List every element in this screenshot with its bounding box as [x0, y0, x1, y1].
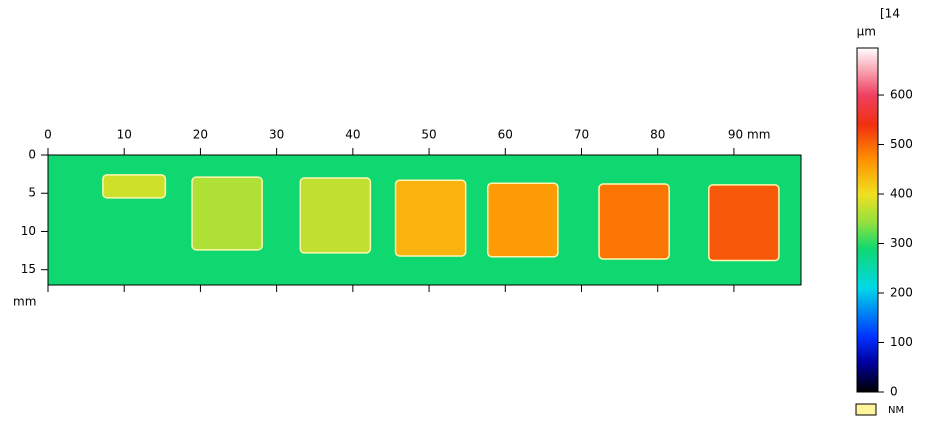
legend-swatch — [855, 403, 877, 416]
colorbar-tick-label: 300 — [890, 236, 913, 250]
y-tick-label: 5 — [28, 186, 36, 200]
y-tick-label: 0 — [28, 148, 36, 162]
x-tick-label: 40 — [345, 128, 360, 142]
legend-label: NM — [888, 405, 904, 416]
colorbar — [856, 47, 879, 393]
colorbar-tick-label: 200 — [890, 286, 913, 300]
colorbar-tick-label: 600 — [890, 88, 913, 102]
sample-region — [102, 174, 167, 199]
plot-frame — [47, 154, 802, 286]
y-tick-label: 15 — [21, 262, 36, 276]
x-tick-label: 50 — [421, 128, 436, 142]
x-tick-label: 20 — [193, 128, 208, 142]
y-unit-label: mm — [13, 295, 36, 309]
x-tick-label: 30 — [269, 128, 284, 142]
colorbar-tick-label: 400 — [890, 187, 913, 201]
sample-region — [299, 177, 372, 254]
y-tick-label: 10 — [21, 224, 36, 238]
colorbar-tick-label: 0 — [890, 385, 898, 399]
x-tick-label: 0 — [44, 128, 52, 142]
sample-region — [598, 183, 670, 260]
sample-region — [487, 182, 559, 258]
x-tick-label: 80 — [650, 128, 665, 142]
colorbar-tick-label: 100 — [890, 335, 913, 349]
sample-region — [394, 179, 467, 257]
x-tick-label: 60 — [498, 128, 513, 142]
x-tick-label: 90 mm — [728, 128, 770, 142]
colorbar-tick-label: 500 — [890, 137, 913, 151]
x-tick-label: 70 — [574, 128, 589, 142]
x-tick-label: 10 — [117, 128, 132, 142]
colorbar-unit: µm — [857, 25, 876, 39]
sample-region — [191, 176, 263, 251]
sample-region — [708, 184, 780, 262]
colorbar-note: [14 — [880, 7, 900, 21]
